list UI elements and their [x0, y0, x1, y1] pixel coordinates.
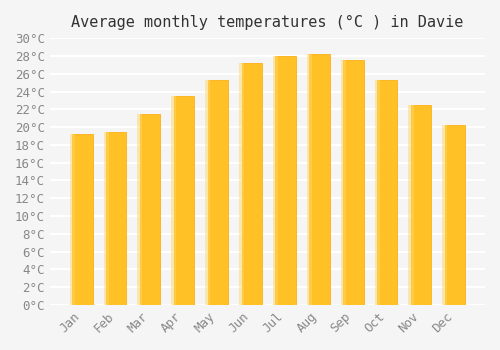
- Bar: [172, 96, 176, 305]
- Bar: [72, 134, 92, 305]
- Bar: [307, 54, 312, 305]
- Bar: [276, 56, 296, 305]
- Bar: [70, 134, 74, 305]
- Bar: [205, 80, 210, 305]
- Bar: [377, 80, 398, 305]
- Bar: [106, 132, 126, 305]
- Bar: [411, 105, 432, 305]
- Bar: [408, 105, 414, 305]
- Bar: [239, 63, 244, 305]
- Bar: [208, 80, 228, 305]
- Title: Average monthly temperatures (°C ) in Davie: Average monthly temperatures (°C ) in Da…: [71, 15, 464, 30]
- Bar: [104, 132, 108, 305]
- Bar: [310, 54, 330, 305]
- Bar: [242, 63, 262, 305]
- Bar: [174, 96, 194, 305]
- Bar: [445, 125, 465, 305]
- Bar: [343, 60, 363, 305]
- Bar: [273, 56, 278, 305]
- Bar: [374, 80, 380, 305]
- Bar: [442, 125, 448, 305]
- Bar: [340, 60, 346, 305]
- Bar: [140, 114, 160, 305]
- Bar: [138, 114, 142, 305]
